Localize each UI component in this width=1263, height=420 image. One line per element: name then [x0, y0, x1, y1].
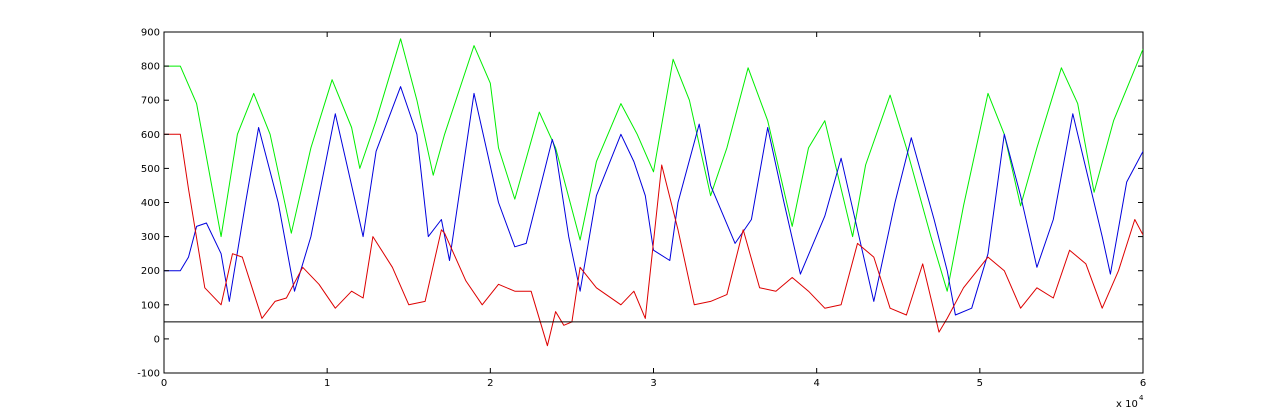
x-tick-label: 6	[1140, 378, 1146, 389]
y-tick-label: 600	[141, 130, 160, 141]
y-tick-label: 700	[141, 96, 160, 107]
series-line-2	[164, 86, 1143, 316]
x-tick-label: 0	[161, 378, 167, 389]
x-tick-label: 4	[813, 378, 819, 389]
x-tick-label: 3	[650, 378, 656, 389]
x-axis-exponent-power: 4	[1139, 394, 1144, 402]
y-tick-label: 200	[141, 266, 160, 277]
y-tick-label: 500	[141, 164, 160, 175]
x-tick-label: 2	[487, 378, 493, 389]
series-line-1	[164, 38, 1143, 292]
y-tick-label: 900	[141, 28, 160, 39]
x-axis-exponent-label: x 10	[1116, 399, 1138, 410]
y-tick-label: 400	[141, 198, 160, 209]
series-line-3	[164, 133, 1143, 347]
plot-area	[163, 31, 1144, 374]
x-tick-label: 5	[977, 378, 983, 389]
y-tick-label: -100	[137, 369, 160, 380]
series-group	[164, 38, 1143, 347]
x-tick-label: 1	[324, 378, 330, 389]
y-tick-label: 0	[154, 334, 160, 345]
y-tick-label: 800	[141, 62, 160, 73]
y-tick-label: 100	[141, 300, 160, 311]
y-tick-label: 300	[141, 232, 160, 243]
